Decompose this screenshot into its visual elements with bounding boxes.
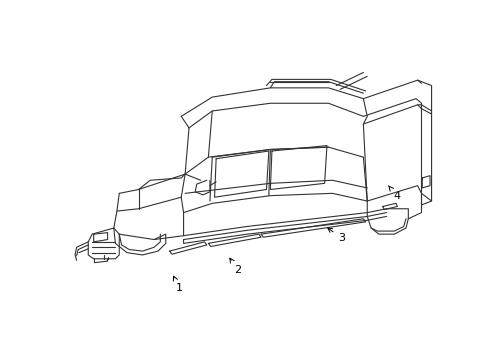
- Text: 3: 3: [327, 228, 345, 243]
- Text: 1: 1: [173, 276, 182, 293]
- Text: 2: 2: [229, 258, 241, 275]
- Text: 4: 4: [388, 186, 400, 201]
